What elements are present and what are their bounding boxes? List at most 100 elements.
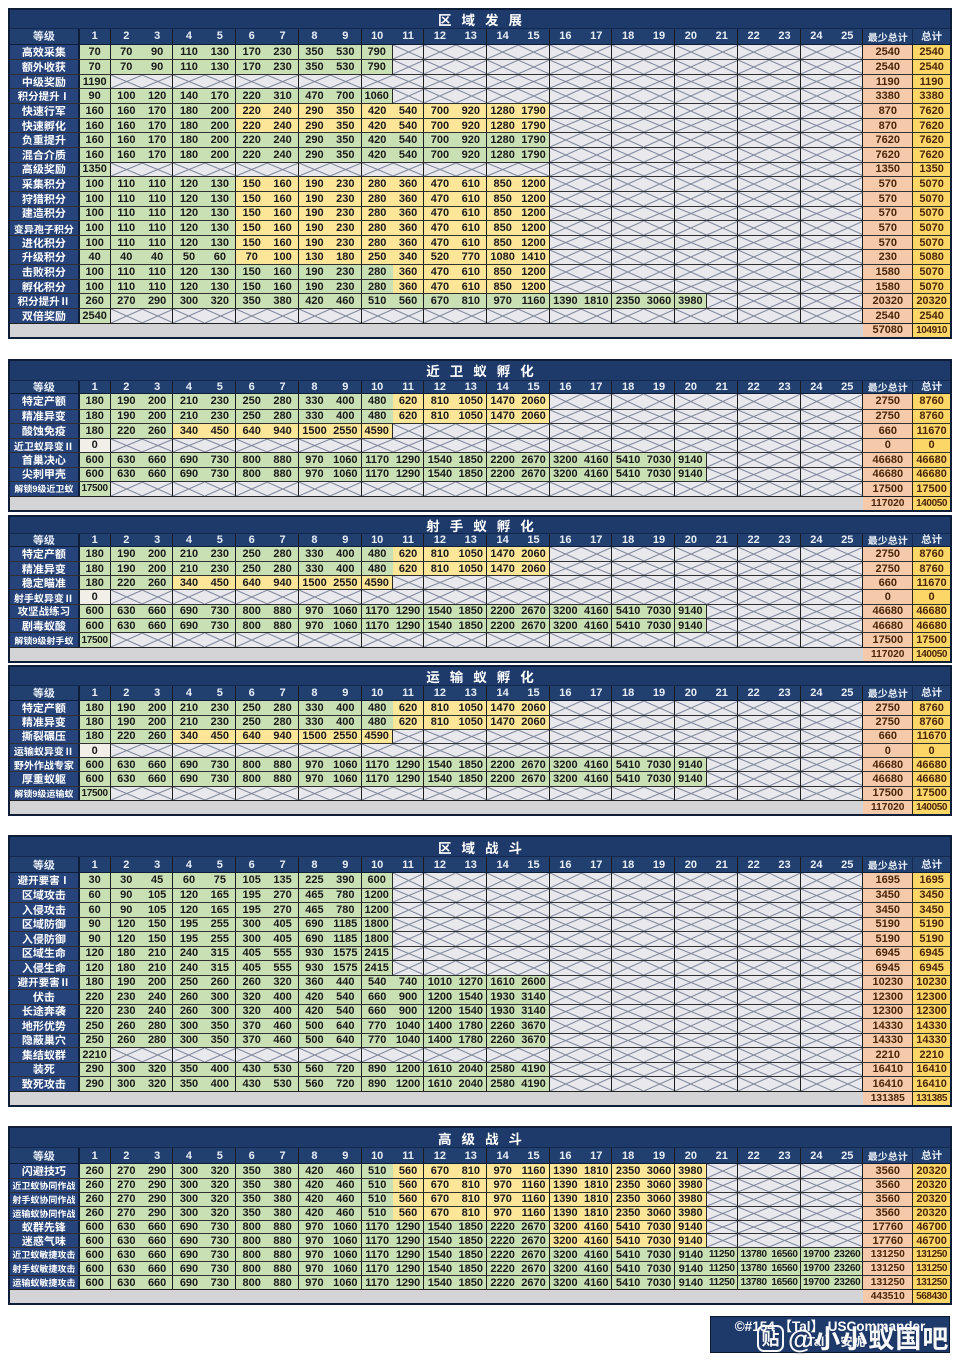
- table-row: 撕裂碾压 180 220 260 340 450 640 940 1500 2550 4590 660…: [10, 728, 951, 744]
- value-cell: 90: [141, 60, 174, 74]
- empty-cell: [800, 1234, 833, 1248]
- row-min-total: 0: [863, 590, 914, 604]
- row-label: 避开要害Ⅰ: [10, 873, 80, 888]
- value-cell: 540: [392, 118, 425, 133]
- empty-cell: [675, 700, 707, 715]
- value-cell: 1810: [581, 1206, 613, 1220]
- col-header-level-2: 2: [123, 858, 130, 871]
- value-cell: 530: [267, 1062, 299, 1076]
- empty-cell: [392, 74, 425, 89]
- empty-cell: [455, 162, 487, 177]
- value-cell: 970: [486, 294, 519, 309]
- value-cell: 220: [79, 1004, 111, 1018]
- empty-cell: [832, 1220, 864, 1234]
- empty-cell: [298, 74, 331, 89]
- empty-cell: [706, 424, 738, 438]
- value-cell: 13780: [737, 1276, 770, 1290]
- empty-cell: [737, 903, 770, 917]
- value-cell: 160: [79, 118, 111, 133]
- value-cell: 1040: [392, 1019, 425, 1033]
- row-total: 3450: [913, 903, 951, 917]
- value-cell: 1540: [424, 772, 456, 786]
- empty-cell: [173, 309, 205, 323]
- value-cell: 540: [330, 990, 362, 1004]
- value-cell: 2260: [486, 1019, 519, 1033]
- value-cell: 610: [455, 191, 487, 206]
- value-cell: 1060: [330, 453, 362, 467]
- empty-cell: [769, 917, 801, 931]
- row-min-total: 5190: [863, 932, 914, 946]
- empty-cell: [298, 482, 331, 496]
- value-cell: 600: [79, 1262, 111, 1276]
- value-cell: 1050: [455, 700, 487, 715]
- value-cell: 23260: [832, 1262, 864, 1276]
- value-cell: 1780: [455, 1019, 487, 1033]
- row-label: 精准异变: [10, 561, 80, 576]
- value-cell: 2350: [612, 1206, 644, 1220]
- empty-cell: [487, 89, 519, 104]
- value-cell: 220: [236, 104, 268, 118]
- row-total: 5070: [913, 235, 951, 250]
- empty-cell: [800, 1062, 833, 1076]
- value-cell: 180: [79, 715, 111, 729]
- value-cell: 1170: [361, 604, 393, 619]
- empty-cell: [832, 162, 864, 177]
- value-cell: 105: [236, 873, 268, 888]
- value-cell: 1060: [330, 604, 362, 619]
- value-cell: 4590: [361, 424, 393, 438]
- value-cell: 9140: [675, 772, 707, 786]
- empty-cell: [549, 74, 582, 89]
- value-cell: 180: [79, 409, 111, 423]
- col-header-level-24: 24: [810, 1149, 823, 1162]
- col-header-level-6: 6: [248, 534, 255, 546]
- table-row: 运输蚁协同作战 260 270 290 300 320 350 380 420 460 510 560…: [10, 1205, 951, 1220]
- value-cell: 700: [424, 104, 456, 118]
- empty-cell: [832, 1192, 864, 1206]
- value-cell: 105: [141, 888, 174, 902]
- value-cell: 340: [173, 729, 205, 744]
- value-cell: 260: [141, 729, 174, 744]
- empty-cell: [612, 715, 644, 729]
- value-cell: 600: [79, 467, 111, 481]
- value-cell: 110: [141, 191, 174, 206]
- row-label: 运输蚁协同作战: [10, 1206, 80, 1220]
- value-cell: 2670: [518, 758, 550, 772]
- table-row: 进化积分 100 110 110 120 130 150 160 190 230 280 360 470…: [10, 234, 951, 250]
- value-cell: 350: [330, 118, 362, 133]
- table-row: 积分提升Ⅱ 260 270 290 300 320 350 380 420 460 510 560 67…: [10, 293, 951, 309]
- empty-cell: [769, 44, 801, 60]
- empty-cell: [832, 932, 864, 946]
- empty-cell: [800, 409, 833, 423]
- value-cell: 3200: [549, 604, 582, 619]
- value-cell: 4590: [361, 576, 393, 590]
- value-cell: 160: [267, 206, 299, 221]
- empty-cell: [706, 744, 738, 758]
- empty-cell: [581, 309, 613, 323]
- empty-cell: [800, 961, 833, 975]
- table-row: 野外作战专家 600 630 660 690 730 800 880 970 1060 1170 12…: [10, 757, 951, 772]
- table-row: 射手蚁敏捷攻击 600 630 660 690 730 800 880 970 1060 1170 1…: [10, 1261, 951, 1276]
- value-cell: 780: [330, 903, 362, 917]
- value-cell: 1470: [486, 409, 519, 423]
- row-label: 入侵生命: [10, 961, 80, 975]
- empty-cell: [643, 438, 676, 452]
- value-cell: 16560: [769, 1248, 801, 1262]
- empty-cell: [549, 903, 582, 917]
- row-label: 区域攻击: [10, 888, 80, 902]
- empty-cell: [737, 1019, 770, 1033]
- row-min-total: 2750: [863, 394, 914, 409]
- empty-cell: [643, 394, 676, 409]
- value-cell: 350: [236, 1178, 268, 1192]
- value-cell: 2060: [518, 409, 550, 423]
- value-cell: 280: [361, 177, 393, 191]
- row-label: 特定产额: [10, 394, 80, 409]
- empty-cell: [236, 590, 268, 604]
- value-cell: 2415: [361, 946, 393, 960]
- row-label: 精准异变: [10, 409, 80, 423]
- col-header-level-5: 5: [205, 534, 237, 546]
- empty-cell: [675, 438, 707, 452]
- empty-cell: [424, 946, 456, 960]
- empty-cell: [518, 424, 550, 438]
- empty-cell: [675, 89, 707, 104]
- empty-cell: [518, 576, 550, 590]
